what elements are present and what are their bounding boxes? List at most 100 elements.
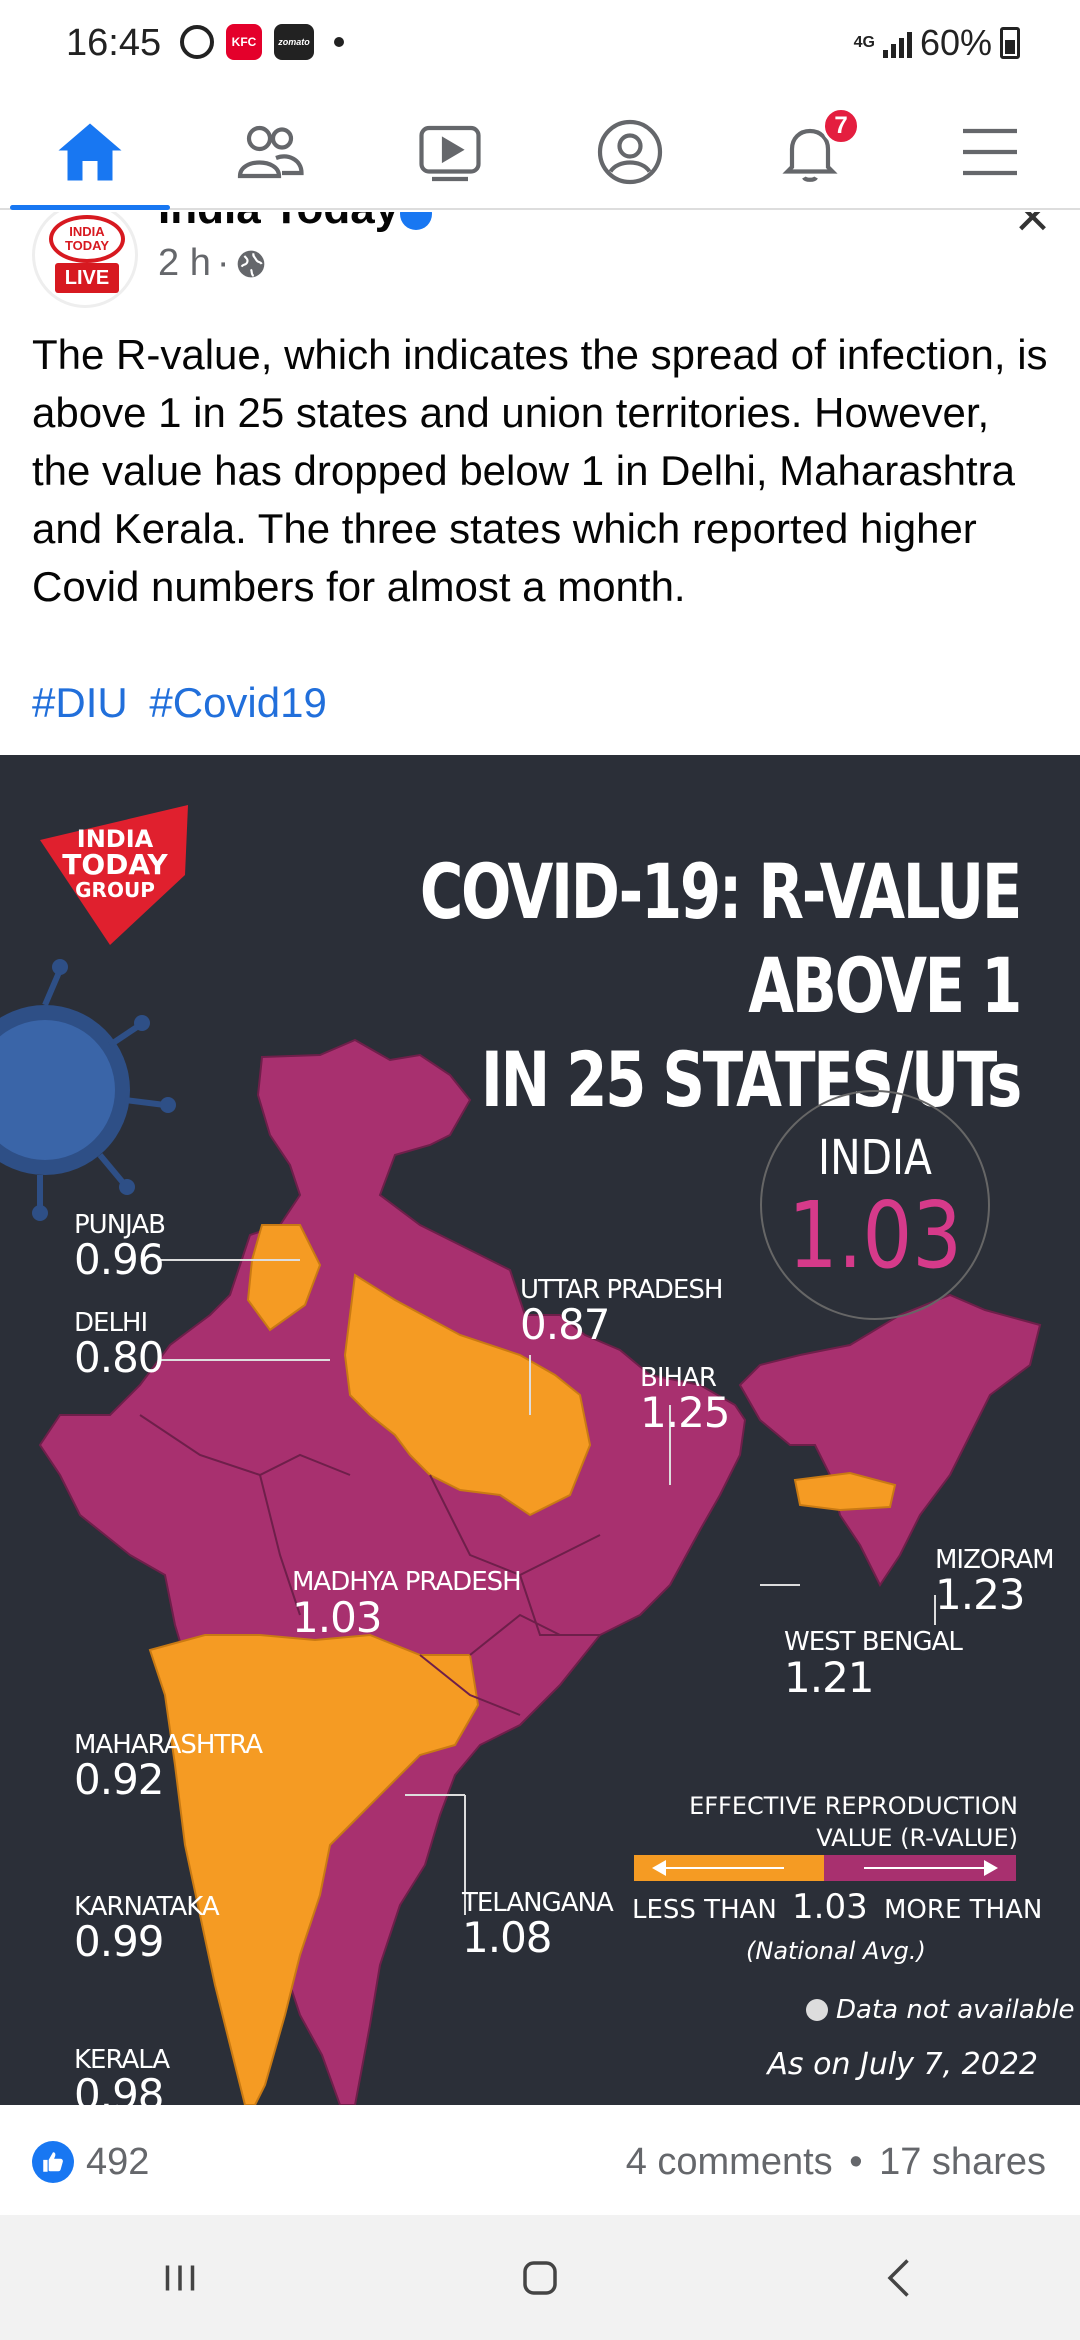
friends-icon (237, 125, 304, 178)
legend-title: EFFECTIVE REPRODUCTION VALUE (R-VALUE) (689, 1790, 1018, 1854)
video-icon (419, 125, 481, 181)
home-icon (58, 123, 122, 180)
home-button[interactable] (360, 2215, 720, 2340)
logo-line: TODAY (62, 848, 168, 881)
state-name: WEST BENGAL (784, 1627, 963, 1657)
tab-profile[interactable] (540, 95, 720, 208)
tab-home[interactable] (0, 95, 180, 210)
facebook-tab-bar: 7 (0, 95, 1080, 210)
battery-icon (1000, 27, 1020, 59)
notification-badge: 7 (822, 107, 860, 145)
state-name: BIHAR (640, 1363, 717, 1393)
state-value: 0.87 (520, 1300, 611, 1349)
tab-menu[interactable] (900, 95, 1080, 208)
map-region-meghalaya (793, 1471, 897, 1512)
close-icon[interactable]: × (1014, 212, 1050, 250)
state-name: PUNJAB (74, 1210, 166, 1240)
verified-badge-icon (400, 212, 432, 230)
engagement-separator: • (849, 2141, 863, 2183)
recent-apps-icon (165, 2265, 195, 2290)
shares-count[interactable]: 17 shares (879, 2141, 1046, 2183)
title-line: COVID-19: R-VALUE ABOVE 1 (419, 847, 1023, 1030)
post-body-text: The R-value, which indicates the spread … (32, 331, 1048, 610)
back-chevron-icon (887, 2258, 909, 2297)
national-r-value: INDIA 1.03 (760, 1090, 990, 1320)
national-label: INDIA (818, 1130, 932, 1186)
back-button[interactable] (720, 2215, 1080, 2340)
like-count[interactable]: 492 (86, 2141, 150, 2183)
not-available-dot-icon (806, 1999, 828, 2021)
state-name: KARNATAKA (74, 1892, 220, 1922)
threads-icon (180, 25, 214, 59)
legend-title-line: VALUE (R-VALUE) (816, 1824, 1018, 1852)
state-name: KERALA (74, 2045, 170, 2075)
legend-more-than: MORE THAN (884, 1895, 1043, 1925)
notification-icons: KFC zomato (180, 24, 344, 60)
hashtag-link[interactable]: #Covid19 (149, 679, 327, 726)
meta-separator: · (216, 242, 230, 284)
system-navigation-bar (0, 2215, 1080, 2340)
system-status: 4G 60% (854, 22, 1020, 64)
bell-icon (782, 128, 838, 182)
post-meta: 2 h · (158, 242, 267, 285)
zomato-icon: zomato (274, 24, 314, 60)
india-map (0, 805, 1042, 2105)
virus-illustration (0, 959, 176, 1221)
live-badge: LIVE (55, 263, 119, 293)
recent-apps-button[interactable] (0, 2215, 360, 2340)
post-header: INDIA TODAY LIVE India Today 2 h · × (0, 212, 1080, 312)
status-bar: 16:45 KFC zomato 4G 60% (0, 0, 1080, 90)
state-name: UTTAR PRADESH (520, 1275, 723, 1305)
comments-count[interactable]: 4 comments (625, 2141, 833, 2183)
infographic-title: COVID-19: R-VALUE ABOVE 1 IN 25 STATES/U… (224, 845, 1023, 1127)
legend-less-than: LESS THAN (632, 1895, 777, 1925)
tab-friends[interactable] (180, 95, 360, 208)
state-value: 1.21 (784, 1653, 875, 1702)
national-value: 1.03 (787, 1182, 963, 1289)
legend-national-value: 1.03 (792, 1887, 868, 1927)
state-name: TELANGANA (462, 1888, 614, 1918)
state-name: MADHYA PRADESH (292, 1567, 522, 1597)
page-name[interactable]: India Today (158, 212, 399, 234)
post-image-infographic[interactable]: INDIA TODAY GROUP COVID-19: R-VALUE ABOV… (0, 755, 1080, 2105)
map-region-maharashtra (148, 1633, 480, 2105)
logo-text: INDIA TODAY GROUP (40, 805, 190, 901)
state-name: MIZORAM (935, 1545, 1055, 1575)
not-available-text: Data not available (836, 1995, 1075, 2025)
map-region-above (38, 1038, 747, 2105)
map-region-northeast (738, 1293, 1042, 1587)
tab-notifications[interactable]: 7 (720, 95, 900, 208)
state-name: MAHARASHTRA (74, 1730, 263, 1760)
engagement-summary: 4 comments • 17 shares (626, 2141, 1046, 2184)
state-value: 1.08 (462, 1913, 553, 1962)
state-value: 0.98 (74, 2070, 165, 2105)
page-avatar[interactable]: INDIA TODAY LIVE (32, 212, 138, 308)
battery-percent: 60% (919, 22, 992, 63)
hashtag-link[interactable]: #DIU (32, 679, 128, 726)
legend-national-label: (National Avg.) (746, 1937, 926, 1965)
as-on-date: As on July 7, 2022 (767, 2047, 1038, 2082)
hamburger-menu-icon (963, 128, 1017, 175)
state-value: 1.25 (640, 1388, 731, 1437)
leader-lines (160, 1259, 936, 1915)
logo-line: INDIA (76, 825, 154, 853)
state-value: 1.23 (935, 1570, 1026, 1619)
india-today-group-logo (40, 805, 188, 945)
post-time[interactable]: 2 h (158, 242, 211, 284)
signal-icon (882, 28, 912, 58)
state-value: 0.96 (74, 1235, 165, 1284)
more-notifications-dot (334, 37, 344, 47)
state-name: DELHI (74, 1308, 148, 1338)
status-time: 16:45 (66, 22, 162, 64)
like-reaction-icon[interactable] (32, 2141, 74, 2183)
tab-watch[interactable] (360, 95, 540, 208)
avatar-logo-text: INDIA TODAY (49, 215, 125, 263)
reactions-bar: 492 4 comments • 17 shares (0, 2105, 1080, 2215)
map-region-punjab (246, 1224, 322, 1332)
state-value: 0.80 (74, 1333, 165, 1382)
state-value: 0.99 (74, 1917, 165, 1966)
state-borders (139, 1414, 601, 1716)
legend-scale-bar (634, 1855, 1016, 1881)
legend-title-line: EFFECTIVE REPRODUCTION (689, 1792, 1018, 1820)
kfc-icon: KFC (226, 24, 262, 60)
